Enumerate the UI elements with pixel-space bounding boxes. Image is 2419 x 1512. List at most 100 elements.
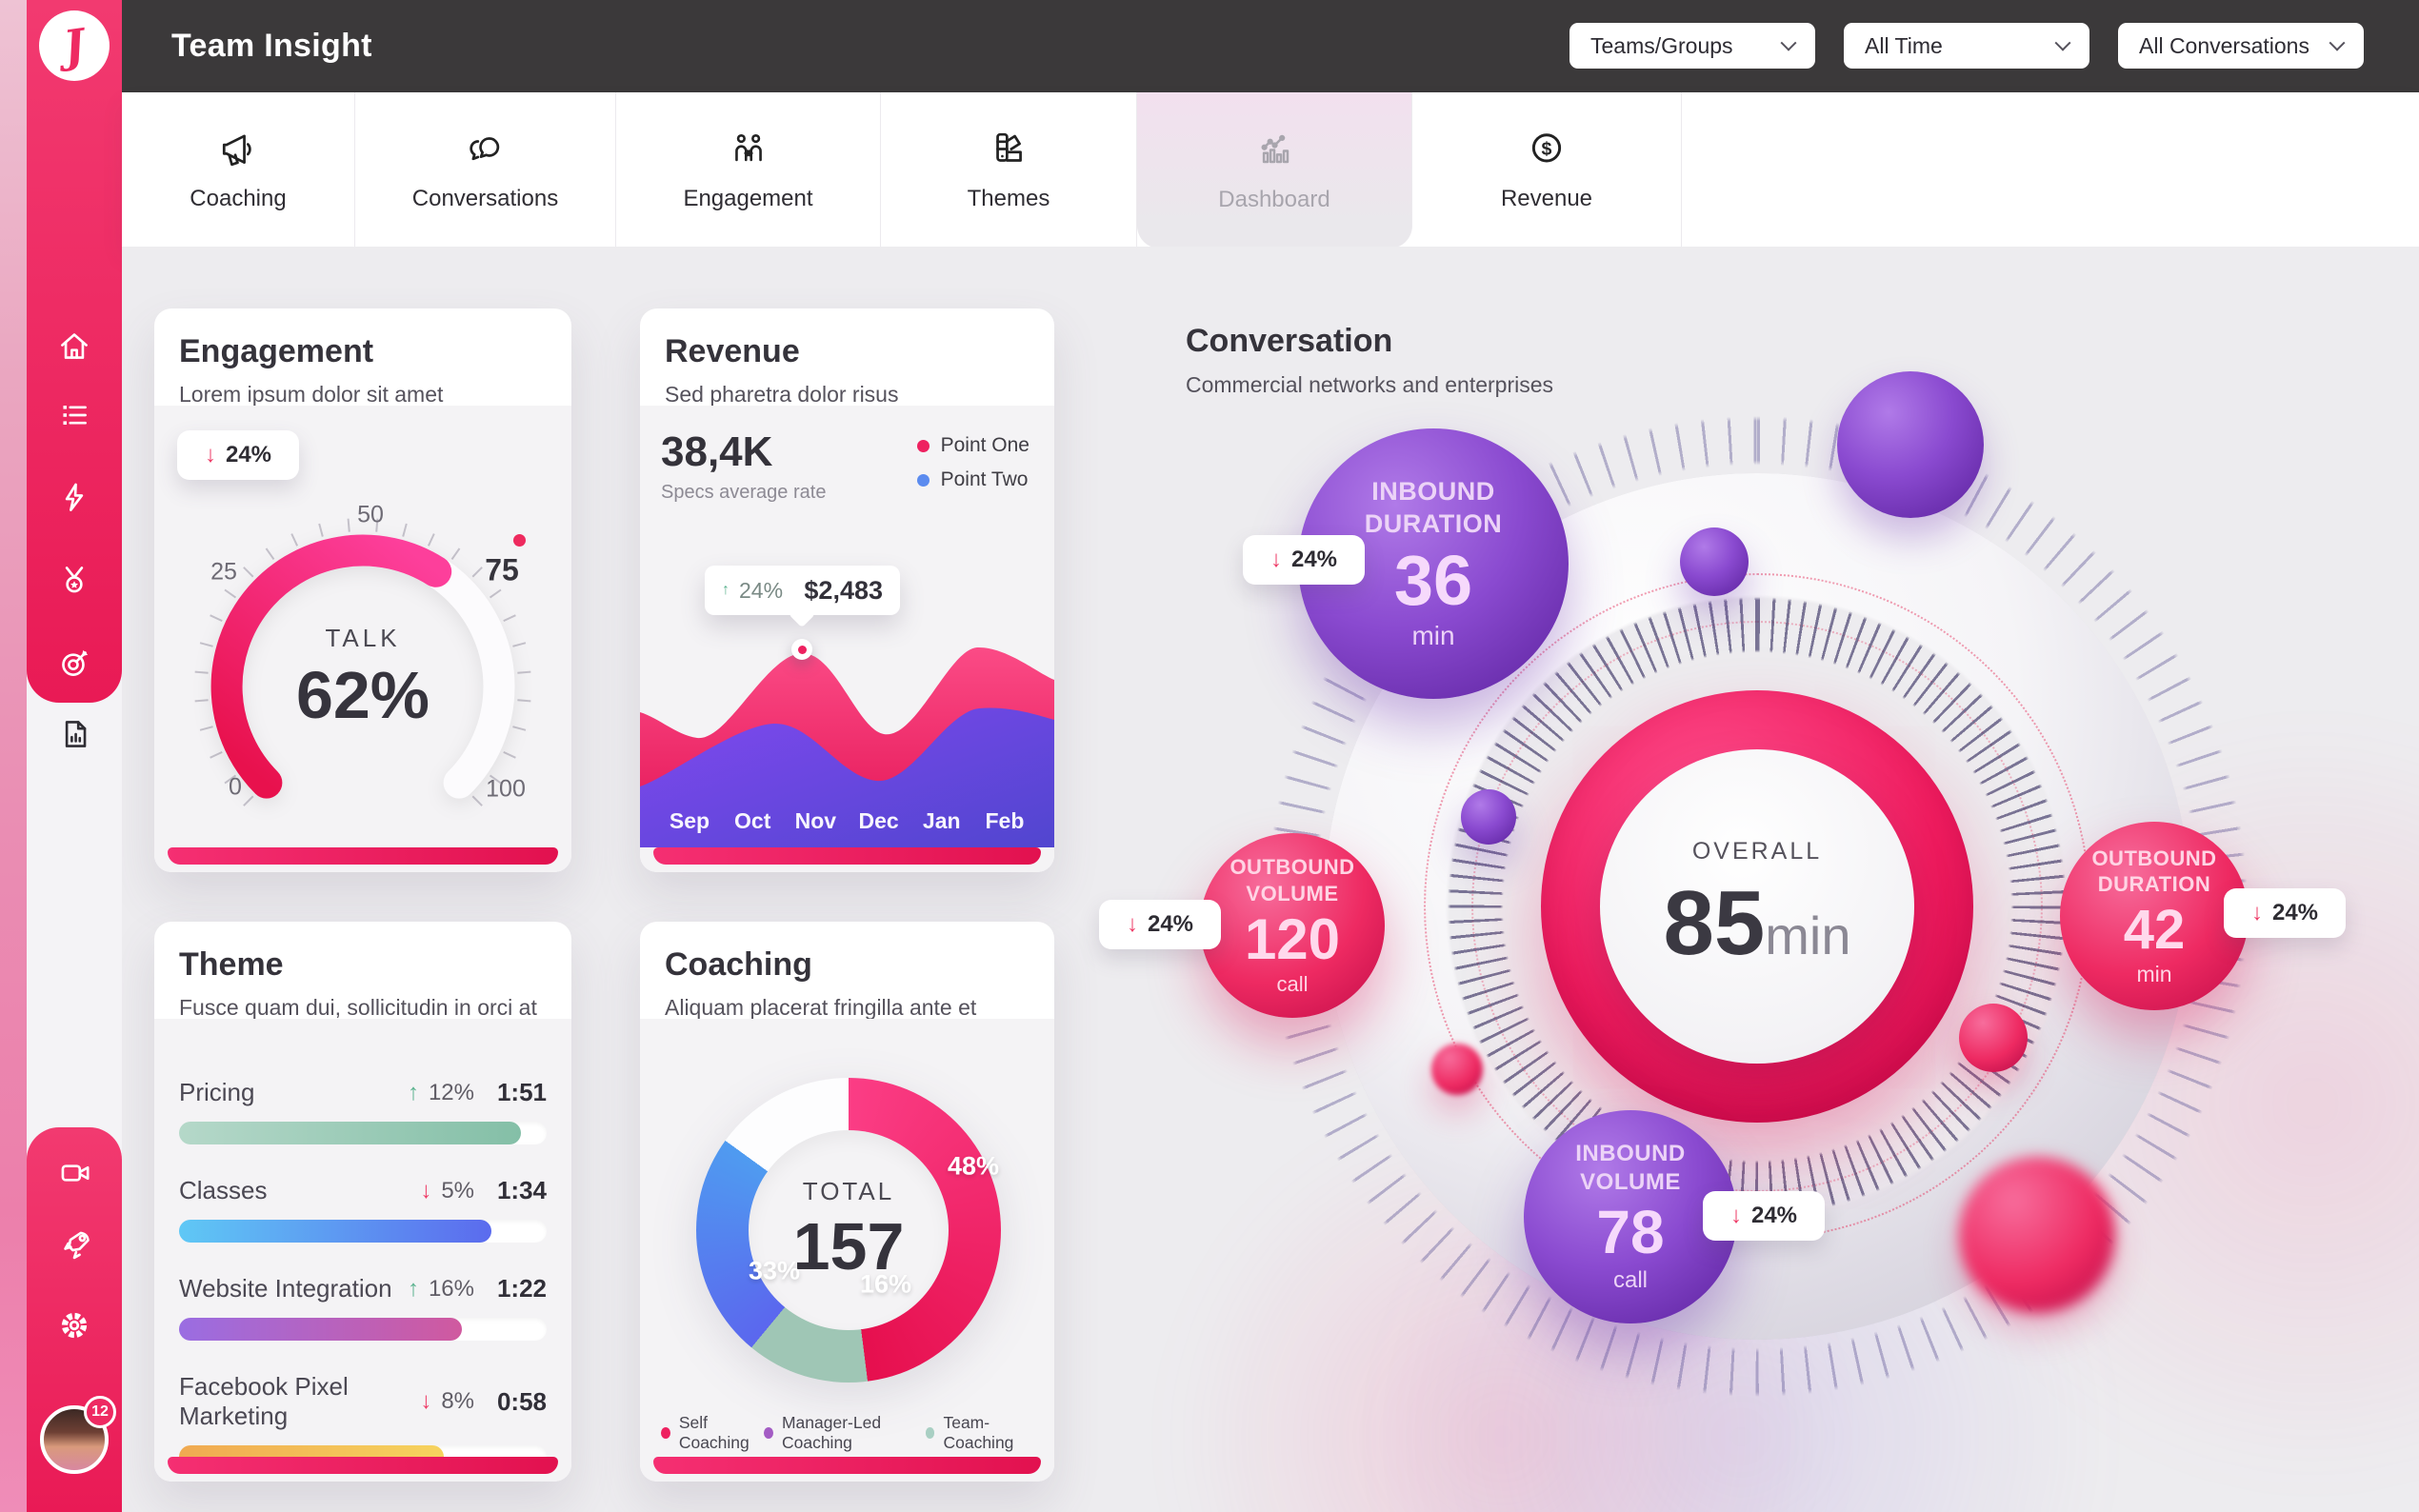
theme-row-facebook-pixel: Facebook Pixel Marketing 8% 0:58 bbox=[179, 1372, 547, 1468]
megaphone-icon bbox=[222, 134, 251, 167]
list-icon bbox=[63, 406, 87, 425]
down-arrow-icon bbox=[205, 442, 216, 468]
engagement-change-badge: 24% bbox=[177, 430, 299, 480]
card-accent-bar bbox=[653, 847, 1041, 865]
sidebar-glow bbox=[0, 0, 27, 1512]
engagement-card-title: Engagement bbox=[179, 333, 374, 369]
engagement-card: Engagement Lorem ipsum dolor sit amet 24… bbox=[154, 308, 571, 872]
gauge-ticks bbox=[194, 518, 531, 806]
conversation-title: Conversation bbox=[1186, 323, 1393, 359]
tab-bar: Coaching Conversations Engagement bbox=[122, 92, 2419, 249]
tab-revenue[interactable]: $ Revenue bbox=[1412, 92, 1682, 247]
dollar-circle-icon: $ bbox=[1531, 133, 1562, 163]
chart-point-marker bbox=[791, 639, 812, 660]
chart-icon bbox=[1261, 134, 1289, 164]
theme-card: Theme Fusce quam dui, sollicitudin in or… bbox=[154, 922, 571, 1482]
card-accent-bar bbox=[653, 1457, 1041, 1474]
header-filters: Teams/Groups All Time All Conversations bbox=[1569, 23, 2364, 69]
decorative-sphere bbox=[1959, 1004, 2028, 1072]
coaching-card: Coaching Aliquam placerat fringilla ante… bbox=[640, 922, 1054, 1482]
theme-row-website-integration: Website Integration 16% 1:22 bbox=[179, 1274, 547, 1341]
overall-unit: min bbox=[1765, 905, 1851, 965]
lightning-icon bbox=[65, 483, 84, 511]
revenue-legend: Point One Point Two bbox=[916, 434, 1030, 491]
time-range-dropdown[interactable]: All Time bbox=[1844, 23, 2089, 69]
target-icon bbox=[62, 649, 89, 676]
tab-bar-filler bbox=[1682, 92, 2419, 247]
inbound-duration-change-badge: 24% bbox=[1243, 535, 1365, 585]
talk-gauge: 0 25 50 75 100 TALK 62% bbox=[182, 502, 544, 867]
up-arrow-icon bbox=[722, 582, 730, 599]
card-accent-bar bbox=[168, 1457, 558, 1474]
revenue-stat-value: 38,4K bbox=[661, 428, 773, 475]
decorative-sphere bbox=[1837, 371, 1984, 518]
decorative-sphere bbox=[1959, 1157, 2115, 1313]
engagement-card-subtitle: Lorem ipsum dolor sit amet bbox=[179, 382, 444, 407]
rocket-icon bbox=[64, 1231, 90, 1260]
sidebar-item-home[interactable] bbox=[27, 319, 122, 372]
conversation-subtitle: Commercial networks and enterprises bbox=[1186, 372, 1554, 397]
sidebar: J bbox=[27, 0, 122, 1512]
inbound-volume-change-badge: 24% bbox=[1703, 1191, 1825, 1241]
sidebar-item-goals[interactable] bbox=[27, 635, 122, 688]
sidebar-item-reports-active[interactable] bbox=[27, 707, 122, 761]
gauge-value: 62% bbox=[295, 657, 430, 732]
outbound-volume-change-badge: 24% bbox=[1099, 900, 1221, 949]
legend-dot-point-two bbox=[916, 473, 930, 487]
tab-themes[interactable]: Themes bbox=[881, 92, 1137, 247]
theme-row-classes: Classes 5% 1:34 bbox=[179, 1176, 547, 1243]
revenue-month-axis: Sep Oct Nov Dec Jan Feb bbox=[669, 808, 1025, 833]
people-exchange-icon bbox=[734, 133, 762, 162]
sidebar-item-list[interactable] bbox=[27, 388, 122, 442]
sidebar-item-activity[interactable] bbox=[27, 470, 122, 524]
revenue-area-chart bbox=[640, 625, 1054, 847]
segment-label-manager: 33% bbox=[748, 1256, 801, 1285]
theme-card-subtitle: Fusce quam dui, sollicitudin in orci at bbox=[179, 995, 537, 1020]
down-arrow-icon bbox=[420, 1178, 431, 1204]
legend-dot-self-coaching bbox=[661, 1427, 670, 1439]
gauge-highlight-dot bbox=[513, 534, 526, 547]
donut-total-value: 157 bbox=[792, 1208, 905, 1283]
overall-label: OVERALL bbox=[1691, 837, 1823, 865]
user-profile[interactable]: 12 bbox=[40, 1396, 116, 1474]
chevron-down-icon bbox=[2054, 34, 2071, 51]
conversation-section-header: Conversation Commercial networks and ent… bbox=[1186, 323, 1553, 398]
tab-engagement[interactable]: Engagement bbox=[616, 92, 881, 247]
tab-conversations[interactable]: Conversations bbox=[355, 92, 616, 247]
down-arrow-icon bbox=[1730, 1203, 1742, 1229]
dashboard-content: Engagement Lorem ipsum dolor sit amet 24… bbox=[122, 247, 2419, 1512]
gear-icon bbox=[61, 1312, 88, 1339]
inbound-volume-bubble: INBOUND VOLUME 78 call bbox=[1524, 1110, 1737, 1323]
conversations-dropdown[interactable]: All Conversations bbox=[2118, 23, 2364, 69]
legend-dot-point-one bbox=[916, 439, 930, 452]
decorative-sphere bbox=[1680, 527, 1749, 596]
sidebar-item-launch[interactable] bbox=[27, 1218, 122, 1271]
app-logo[interactable]: J bbox=[39, 10, 110, 81]
sidebar-item-settings[interactable] bbox=[27, 1299, 122, 1352]
app-title: Team Insight bbox=[171, 28, 372, 64]
teams-groups-dropdown[interactable]: Teams/Groups bbox=[1569, 23, 1815, 69]
sidebar-item-video[interactable] bbox=[27, 1146, 122, 1200]
outbound-duration-change-badge: 24% bbox=[2224, 888, 2346, 938]
svg-text:$: $ bbox=[1542, 138, 1552, 159]
tab-coaching[interactable]: Coaching bbox=[122, 92, 355, 247]
chevron-down-icon bbox=[1780, 34, 1797, 51]
up-arrow-icon bbox=[408, 1080, 419, 1106]
tab-dashboard-active[interactable]: Dashboard bbox=[1137, 92, 1412, 249]
decorative-sphere bbox=[1431, 1044, 1483, 1095]
revenue-stat-caption: Specs average rate bbox=[661, 482, 827, 503]
theme-row-pricing: Pricing 12% 1:51 bbox=[179, 1078, 547, 1144]
card-accent-bar bbox=[168, 847, 558, 865]
up-arrow-icon bbox=[408, 1276, 419, 1303]
decorative-sphere bbox=[1461, 789, 1516, 845]
segment-label-self: 48% bbox=[947, 1151, 1000, 1181]
home-icon bbox=[61, 333, 88, 359]
revenue-card: Revenue Sed pharetra dolor risus 38,4K S… bbox=[640, 308, 1054, 872]
swatches-icon bbox=[996, 132, 1022, 162]
revenue-card-subtitle: Sed pharetra dolor risus bbox=[665, 382, 899, 407]
notification-badge: 12 bbox=[84, 1396, 116, 1428]
sidebar-item-achievements[interactable] bbox=[27, 553, 122, 607]
coaching-legend: Self Coaching Manager-Led Coaching Team-… bbox=[661, 1413, 1039, 1453]
down-arrow-icon bbox=[2251, 900, 2263, 926]
